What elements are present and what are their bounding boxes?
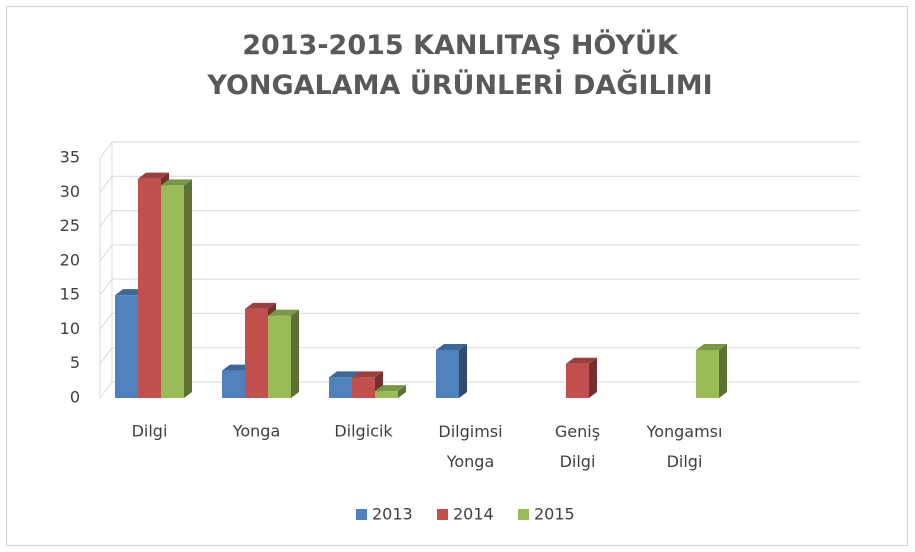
grid-line-depth (99, 381, 113, 399)
legend-label: 2014 (453, 505, 494, 524)
bar-side (398, 385, 406, 398)
x-tick-label: Yonga (232, 422, 281, 441)
bar (352, 377, 375, 398)
bar-top (696, 344, 727, 350)
grid-line-depth (99, 244, 113, 262)
bar-side (589, 357, 597, 398)
y-tick-label: 5 (70, 353, 80, 372)
bar (436, 350, 459, 398)
grid-line-depth (99, 175, 113, 193)
legend-label: 2013 (372, 505, 413, 524)
chart-title: 2013-2015 KANLITAŞ HÖYÜK YONGALAMA ÜRÜNL… (207, 30, 713, 101)
y-tick-label: 30 (60, 182, 80, 201)
bar-top (268, 309, 299, 316)
grid-line-depth (99, 141, 113, 159)
grid-line-depth (99, 347, 113, 365)
y-tick-label: 35 (60, 148, 80, 167)
bar-top (375, 385, 406, 392)
bar (268, 315, 291, 398)
bar-top (566, 357, 597, 364)
bar (245, 308, 268, 398)
bar-side (719, 344, 727, 398)
legend-swatch (437, 509, 448, 520)
bar (375, 391, 398, 398)
bar (161, 185, 184, 398)
grid-line-depth (99, 313, 113, 330)
x-tick-label: Dilgicik (334, 422, 393, 441)
bar (222, 370, 245, 398)
bar (115, 295, 138, 398)
bar (138, 178, 161, 398)
bar-side (184, 179, 192, 398)
legend-swatch (518, 509, 529, 520)
x-tick-label: Yongamsı Dilgi (646, 422, 723, 471)
y-tick-label: 20 (60, 250, 80, 269)
y-tick-label: 10 (60, 319, 80, 338)
grid-line-depth (99, 210, 113, 227)
y-tick-label: 0 (70, 388, 80, 407)
y-tick-label: 25 (60, 216, 80, 235)
bar-top (245, 302, 276, 309)
legend-swatch (356, 509, 367, 520)
bar-side (459, 344, 467, 398)
x-tick-label: Dilgimsi Yonga (438, 422, 502, 471)
bar (696, 350, 719, 398)
x-tick-label: Dilgi (132, 422, 168, 441)
bar-top (352, 371, 383, 378)
bar-top (138, 172, 169, 179)
bar (566, 363, 589, 398)
legend-label: 2015 (534, 505, 575, 524)
x-tick-label: Geniş Dilgi (555, 422, 600, 471)
y-tick-label: 15 (60, 285, 80, 304)
bar-top (161, 179, 192, 186)
bar-top (329, 371, 360, 378)
grid-line-depth (99, 278, 113, 296)
bar (329, 377, 352, 398)
bar-side (291, 309, 299, 398)
chart-border (6, 6, 908, 546)
bar-top (436, 344, 467, 350)
